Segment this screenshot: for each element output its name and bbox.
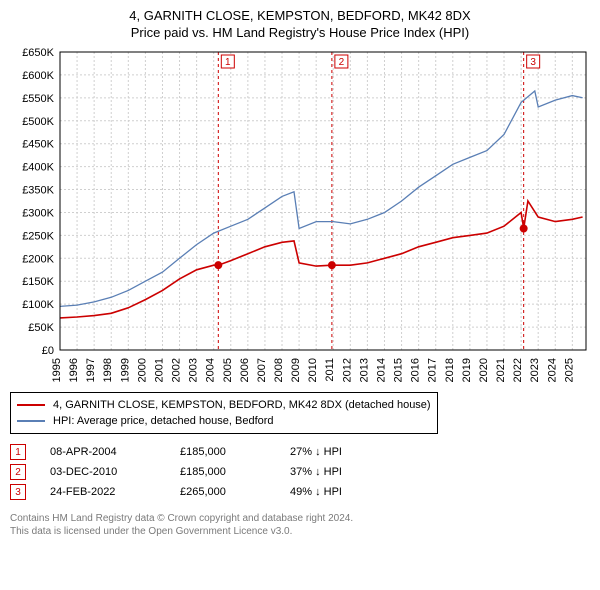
svg-text:£50K: £50K bbox=[28, 322, 54, 334]
svg-text:2018: 2018 bbox=[444, 358, 456, 382]
legend: 4, GARNITH CLOSE, KEMPSTON, BEDFORD, MK4… bbox=[10, 392, 438, 434]
marker-row: 3 24-FEB-2022 £265,000 49% ↓ HPI bbox=[10, 482, 590, 502]
marker-row: 2 03-DEC-2010 £185,000 37% ↓ HPI bbox=[10, 462, 590, 482]
marker-delta: 37% ↓ HPI bbox=[290, 466, 420, 478]
svg-text:2024: 2024 bbox=[546, 358, 558, 382]
svg-text:2016: 2016 bbox=[410, 358, 422, 382]
title-block: 4, GARNITH CLOSE, KEMPSTON, BEDFORD, MK4… bbox=[10, 8, 590, 40]
legend-label: HPI: Average price, detached house, Bedf… bbox=[53, 415, 274, 427]
svg-text:£450K: £450K bbox=[22, 139, 54, 151]
marker-badge: 1 bbox=[10, 444, 26, 460]
svg-text:£600K: £600K bbox=[22, 70, 54, 82]
legend-item-price-paid: 4, GARNITH CLOSE, KEMPSTON, BEDFORD, MK4… bbox=[17, 397, 431, 413]
legend-swatch bbox=[17, 404, 45, 406]
marker-badge: 2 bbox=[10, 464, 26, 480]
svg-text:2022: 2022 bbox=[512, 358, 524, 382]
marker-price: £185,000 bbox=[180, 466, 290, 478]
chart-svg: £0 £50K £100K £150K £200K £250K £300K £350K £400… bbox=[10, 46, 590, 386]
svg-text:2001: 2001 bbox=[153, 358, 165, 382]
svg-text:2021: 2021 bbox=[495, 358, 507, 382]
marker-badge: 3 bbox=[10, 484, 26, 500]
svg-text:£200K: £200K bbox=[22, 253, 54, 265]
svg-text:£500K: £500K bbox=[22, 116, 54, 128]
marker-table: 1 08-APR-2004 £185,000 27% ↓ HPI 2 03-DE… bbox=[10, 442, 590, 502]
svg-text:2019: 2019 bbox=[461, 358, 473, 382]
marker-date: 03-DEC-2010 bbox=[50, 466, 180, 478]
svg-text:£250K: £250K bbox=[22, 230, 54, 242]
svg-text:£400K: £400K bbox=[22, 162, 54, 174]
footer-line2: This data is licensed under the Open Gov… bbox=[10, 525, 590, 538]
title-line2: Price paid vs. HM Land Registry's House … bbox=[10, 25, 590, 40]
legend-label: 4, GARNITH CLOSE, KEMPSTON, BEDFORD, MK4… bbox=[53, 399, 431, 411]
svg-text:2002: 2002 bbox=[171, 358, 183, 382]
svg-text:2006: 2006 bbox=[239, 358, 251, 382]
marker-date: 24-FEB-2022 bbox=[50, 486, 180, 498]
svg-text:1995: 1995 bbox=[51, 358, 63, 382]
svg-text:£300K: £300K bbox=[22, 207, 54, 219]
svg-text:2009: 2009 bbox=[290, 358, 302, 382]
marker-row: 1 08-APR-2004 £185,000 27% ↓ HPI bbox=[10, 442, 590, 462]
svg-text:2007: 2007 bbox=[256, 358, 268, 382]
svg-text:2020: 2020 bbox=[478, 358, 490, 382]
svg-text:1999: 1999 bbox=[119, 358, 131, 382]
svg-text:2003: 2003 bbox=[188, 358, 200, 382]
footer: Contains HM Land Registry data © Crown c… bbox=[10, 512, 590, 538]
svg-text:2014: 2014 bbox=[375, 358, 387, 382]
footer-line1: Contains HM Land Registry data © Crown c… bbox=[10, 512, 590, 525]
svg-text:£350K: £350K bbox=[22, 185, 54, 197]
svg-text:2012: 2012 bbox=[341, 358, 353, 382]
svg-text:2025: 2025 bbox=[563, 358, 575, 382]
svg-text:2010: 2010 bbox=[307, 358, 319, 382]
marker-date: 08-APR-2004 bbox=[50, 446, 180, 458]
svg-text:2017: 2017 bbox=[427, 358, 439, 382]
svg-text:£100K: £100K bbox=[22, 299, 54, 311]
svg-text:2: 2 bbox=[339, 57, 345, 68]
svg-text:1997: 1997 bbox=[85, 358, 97, 382]
marker-delta: 49% ↓ HPI bbox=[290, 486, 420, 498]
price-chart: £0 £50K £100K £150K £200K £250K £300K £350K £400… bbox=[10, 46, 590, 386]
marker-price: £185,000 bbox=[180, 446, 290, 458]
svg-text:£550K: £550K bbox=[22, 93, 54, 105]
svg-text:£0: £0 bbox=[42, 345, 54, 357]
marker-price: £265,000 bbox=[180, 486, 290, 498]
svg-text:£650K: £650K bbox=[22, 47, 54, 59]
svg-text:2023: 2023 bbox=[529, 358, 541, 382]
legend-swatch bbox=[17, 420, 45, 422]
svg-text:3: 3 bbox=[530, 57, 536, 68]
svg-text:1996: 1996 bbox=[68, 358, 80, 382]
svg-text:2005: 2005 bbox=[222, 358, 234, 382]
svg-text:2011: 2011 bbox=[324, 358, 336, 382]
legend-item-hpi: HPI: Average price, detached house, Bedf… bbox=[17, 413, 431, 429]
svg-text:1: 1 bbox=[225, 57, 231, 68]
title-line1: 4, GARNITH CLOSE, KEMPSTON, BEDFORD, MK4… bbox=[10, 8, 590, 23]
svg-text:2000: 2000 bbox=[136, 358, 148, 382]
svg-text:1998: 1998 bbox=[102, 358, 114, 382]
svg-text:2015: 2015 bbox=[393, 358, 405, 382]
svg-text:£150K: £150K bbox=[22, 276, 54, 288]
svg-text:2013: 2013 bbox=[358, 358, 370, 382]
svg-text:2008: 2008 bbox=[273, 358, 285, 382]
marker-delta: 27% ↓ HPI bbox=[290, 446, 420, 458]
page-container: 4, GARNITH CLOSE, KEMPSTON, BEDFORD, MK4… bbox=[0, 0, 600, 546]
svg-text:2004: 2004 bbox=[205, 358, 217, 382]
